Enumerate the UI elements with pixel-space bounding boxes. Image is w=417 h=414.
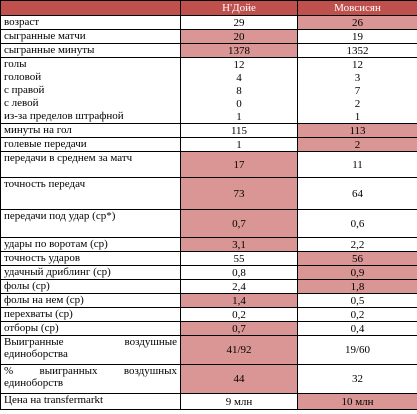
table-row: минуты на гол 115 113 <box>0 123 417 138</box>
table-row: % выигранных воздушных единоборств 44 32 <box>0 364 417 394</box>
value-cell: 1352 <box>297 43 417 58</box>
value-cell: 4 <box>180 71 298 84</box>
row-label: отборы (ср) <box>0 321 181 336</box>
table-row: удачный дриблинг (ср) 0,8 0,9 <box>0 265 417 280</box>
value-cell: 2 <box>297 97 417 110</box>
table-row: точность ударов 55 56 <box>0 251 417 266</box>
value-cell: 32 <box>297 364 417 394</box>
row-label: фолы (ср) <box>0 279 181 294</box>
table-row: фолы на нем (ср) 1,4 0,5 <box>0 293 417 308</box>
row-label: перехваты (ср) <box>0 307 181 322</box>
table-row: перехваты (ср) 0,2 0,2 <box>0 307 417 322</box>
value-cell: 17 <box>180 151 298 178</box>
value-cell: 41/92 <box>180 335 298 365</box>
value-cell: 7 <box>297 84 417 97</box>
table-row: отборы (ср) 0,7 0,4 <box>0 321 417 336</box>
table-row: голы 12 12 <box>0 57 417 71</box>
value-cell: 9 млн <box>180 393 298 410</box>
row-label: из-за пределов штрафной <box>0 110 181 124</box>
value-cell: 0,5 <box>297 293 417 308</box>
row-label: возраст <box>0 15 181 30</box>
value-cell: 2 <box>297 137 417 152</box>
row-label: головой <box>0 71 181 84</box>
table-row: возраст 29 26 <box>0 15 417 30</box>
value-cell: 26 <box>297 15 417 30</box>
value-cell: 0,2 <box>297 307 417 322</box>
table-row: голевые передачи 1 2 <box>0 137 417 152</box>
value-cell: 1378 <box>180 43 298 58</box>
row-label: фолы на нем (ср) <box>0 293 181 308</box>
value-cell: 0,2 <box>180 307 298 322</box>
header-row: Н'Дойе Мовсисян <box>0 0 417 16</box>
row-label: сыгранные минуты <box>0 43 181 58</box>
value-cell: 56 <box>297 251 417 266</box>
row-label: удачный дриблинг (ср) <box>0 265 181 280</box>
value-cell: 3,1 <box>180 237 298 252</box>
value-cell: 0 <box>180 97 298 110</box>
row-label: с левой <box>0 97 181 110</box>
table-row: удары по воротам (ср) 3,1 2,2 <box>0 237 417 252</box>
table-row: головой 4 3 <box>0 71 417 84</box>
player-name: Н'Дойе <box>180 0 298 16</box>
value-cell: 1 <box>297 110 417 124</box>
value-cell: 55 <box>180 251 298 266</box>
value-cell: 12 <box>180 57 298 71</box>
value-cell: 0,9 <box>297 265 417 280</box>
value-cell: 0,8 <box>180 265 298 280</box>
row-label: Выигранные воздушные единоборства <box>0 335 181 365</box>
row-label: точность ударов <box>0 251 181 266</box>
value-cell: 113 <box>297 123 417 138</box>
value-cell: 11 <box>297 151 417 178</box>
table-row: Цена на transfermarkt 9 млн 10 млн <box>0 393 417 410</box>
table-row: с правой 8 7 <box>0 84 417 97</box>
value-cell: 19/60 <box>297 335 417 365</box>
table-row: точность передач 73 64 <box>0 177 417 210</box>
value-cell: 2,2 <box>297 237 417 252</box>
value-cell: 0,4 <box>297 321 417 336</box>
row-label: сыгранные матчи <box>0 29 181 44</box>
value-cell: 1,4 <box>180 293 298 308</box>
table-row: из-за пределов штрафной 1 1 <box>0 110 417 124</box>
value-cell: 44 <box>180 364 298 394</box>
value-cell: 1,8 <box>297 279 417 294</box>
value-cell: 0,7 <box>180 209 298 238</box>
corner-cell <box>0 0 181 16</box>
row-label: передачи под удар (ср*) <box>0 209 181 238</box>
table-row: передачи в среднем за матч 17 11 <box>0 151 417 178</box>
table-row: сыгранные минуты 1378 1352 <box>0 43 417 58</box>
table-row: сыгранные матчи 20 19 <box>0 29 417 44</box>
row-label: передачи в среднем за матч <box>0 151 181 178</box>
value-cell: 19 <box>297 29 417 44</box>
value-cell: 64 <box>297 177 417 210</box>
row-label: удары по воротам (ср) <box>0 237 181 252</box>
row-label: % выигранных воздушных единоборств <box>0 364 181 394</box>
value-cell: 0,7 <box>180 321 298 336</box>
row-label: Цена на transfermarkt <box>0 393 181 410</box>
value-cell: 115 <box>180 123 298 138</box>
value-cell: 73 <box>180 177 298 210</box>
row-label: голевые передачи <box>0 137 181 152</box>
player-name: Мовсисян <box>297 0 417 16</box>
value-cell: 10 млн <box>297 393 417 410</box>
table-row: фолы (ср) 2,4 1,8 <box>0 279 417 294</box>
value-cell: 8 <box>180 84 298 97</box>
value-cell: 0,6 <box>297 209 417 238</box>
table-row: с левой 0 2 <box>0 97 417 110</box>
value-cell: 3 <box>297 71 417 84</box>
value-cell: 20 <box>180 29 298 44</box>
value-cell: 2,4 <box>180 279 298 294</box>
value-cell: 12 <box>297 57 417 71</box>
value-cell: 1 <box>180 110 298 124</box>
row-label: с правой <box>0 84 181 97</box>
row-label: голы <box>0 57 181 71</box>
table-row: передачи под удар (ср*) 0,7 0,6 <box>0 209 417 238</box>
value-cell: 1 <box>180 137 298 152</box>
table-row: Выигранные воздушные единоборства 41/92 19… <box>0 335 417 365</box>
row-label: минуты на гол <box>0 123 181 138</box>
row-label: точность передач <box>0 177 181 210</box>
value-cell: 29 <box>180 15 298 30</box>
